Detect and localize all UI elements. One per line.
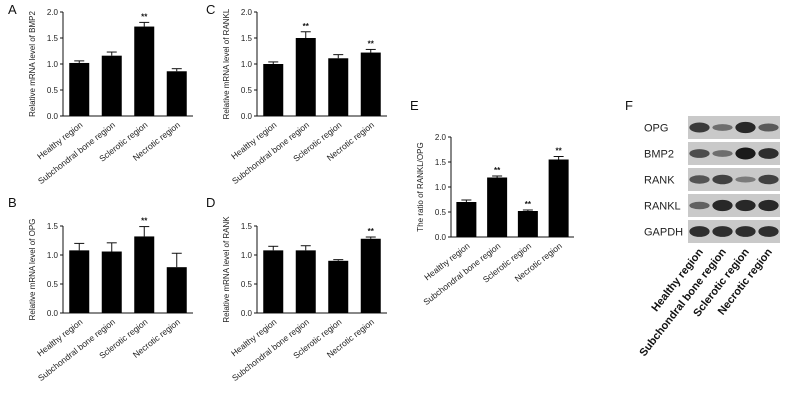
blot-strip [688, 168, 780, 191]
y-tick-label: 0.5 [47, 86, 59, 95]
y-tick-label: 0.0 [435, 233, 447, 242]
blot-band [735, 176, 756, 183]
bar [360, 238, 381, 313]
blot-band [689, 122, 710, 133]
y-tick-label: 0.0 [241, 112, 253, 121]
significance-mark: ** [494, 166, 501, 175]
significance-mark: ** [368, 39, 375, 48]
blot-band [712, 174, 733, 185]
y-tick-label: 1.5 [47, 34, 59, 43]
panel-letter-f: F [625, 98, 633, 113]
bar [101, 55, 122, 116]
y-axis-label: Relative mRNA level of RANK [222, 216, 231, 323]
blot-band [758, 148, 779, 159]
bar [166, 71, 187, 116]
y-tick-label: 1.0 [435, 183, 447, 192]
blot-band [758, 199, 779, 212]
panel-letter-c: C [206, 2, 215, 17]
bar-chart-c: 0.0 0.5 1.0 1.5 2.0 Relative mRNA level of RA… [222, 8, 387, 186]
blot-band [758, 174, 779, 185]
bar [360, 52, 381, 116]
blot-band-label: RANKL [644, 201, 681, 213]
blot-band [735, 147, 756, 160]
y-axis-label: Relative mRNA level of OPG [28, 219, 37, 321]
blot-band [712, 150, 733, 157]
blot-strip [688, 220, 780, 243]
bar [166, 267, 187, 313]
y-axis-label: The ratio of RANKL/OPG [416, 142, 425, 231]
y-tick-label: 0.0 [241, 309, 253, 318]
bar [69, 62, 90, 116]
blot-band [689, 175, 710, 184]
bar [69, 250, 90, 313]
y-axis-label: Relative mRNA level of RANKL [222, 8, 231, 119]
y-axis-label: Relative mRNA level of BMP2 [28, 11, 37, 117]
y-tick-label: 1.5 [435, 158, 447, 167]
y-tick-label: 2.0 [47, 8, 59, 17]
significance-mark: ** [525, 200, 532, 209]
blot-band [758, 226, 779, 237]
y-tick-label: 2.0 [241, 8, 253, 17]
panel-letter-a: A [8, 2, 17, 17]
y-tick-label: 1.5 [241, 34, 253, 43]
y-tick-label: 1.0 [241, 251, 253, 260]
bar [101, 251, 122, 313]
y-tick-label: 0.5 [241, 280, 253, 289]
y-tick-label: 0.5 [435, 208, 447, 217]
y-tick-label: 0.0 [47, 309, 59, 318]
blot-band [689, 201, 710, 210]
panel-letter-b: B [8, 195, 17, 210]
bar [134, 26, 155, 117]
blot-band [689, 149, 710, 158]
y-tick-label: 0.5 [47, 280, 59, 289]
blot-band [712, 226, 733, 237]
significance-mark: ** [303, 22, 310, 31]
bar [134, 236, 155, 313]
y-tick-label: 1.5 [241, 222, 253, 231]
blot-band [735, 121, 756, 134]
blot-band-label: GAPDH [644, 227, 683, 239]
blot-band [758, 123, 779, 132]
significance-mark: ** [141, 12, 148, 21]
significance-mark: ** [141, 217, 148, 226]
blot-band-label: RANK [644, 175, 675, 187]
bar [328, 260, 349, 313]
bar [548, 159, 569, 237]
panel-letter-d: D [206, 195, 215, 210]
y-tick-label: 1.0 [47, 60, 59, 69]
blot-strip [688, 194, 780, 217]
bar [295, 250, 316, 313]
bar [263, 250, 284, 313]
bar [295, 38, 316, 116]
blot-strip [688, 142, 780, 165]
blot-band [712, 124, 733, 131]
y-tick-label: 1.0 [241, 60, 253, 69]
y-tick-label: 0.0 [47, 112, 59, 121]
y-tick-label: 2.0 [435, 133, 447, 142]
blot-band [735, 199, 756, 212]
bar [263, 64, 284, 116]
y-tick-label: 1.5 [47, 222, 59, 231]
blot-band [735, 226, 756, 237]
significance-mark: ** [368, 227, 375, 236]
y-tick-label: 0.5 [241, 86, 253, 95]
blot-band [712, 199, 733, 212]
blot-band-label: BMP2 [644, 149, 674, 161]
blot-band-label: OPG [644, 123, 668, 135]
bar-chart-a: 0.0 0.5 1.0 1.5 2.0 Relative mRNA level of BM… [28, 8, 193, 186]
bar [456, 202, 477, 237]
significance-mark: ** [556, 147, 563, 156]
bar [517, 211, 538, 237]
blot-band [689, 226, 710, 237]
bar [328, 58, 349, 116]
bar [487, 177, 508, 237]
y-tick-label: 1.0 [47, 251, 59, 260]
blot-strip [688, 116, 780, 139]
panel-letter-e: E [410, 98, 419, 113]
